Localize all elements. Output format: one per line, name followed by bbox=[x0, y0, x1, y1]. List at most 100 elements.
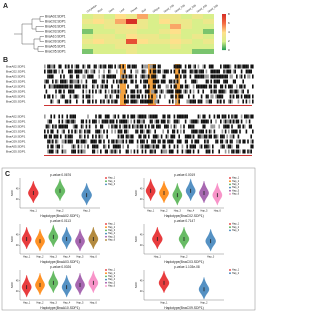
sequence-name: BnaC03.SDP1 bbox=[6, 129, 26, 133]
residue bbox=[152, 124, 155, 129]
residue bbox=[71, 84, 73, 89]
residue bbox=[47, 94, 49, 99]
residue bbox=[184, 84, 187, 89]
residue bbox=[53, 84, 56, 89]
x-tick-label: Hap_2 bbox=[180, 256, 188, 259]
residue bbox=[124, 69, 126, 74]
residue bbox=[224, 119, 227, 124]
residue bbox=[192, 64, 195, 69]
residue bbox=[152, 74, 155, 79]
residue bbox=[120, 139, 123, 144]
residue bbox=[200, 69, 203, 74]
residue bbox=[152, 139, 155, 144]
y-tick-label: 40 bbox=[140, 244, 143, 247]
residue bbox=[55, 69, 57, 74]
residue bbox=[165, 149, 168, 154]
residue bbox=[164, 94, 166, 99]
residue bbox=[135, 99, 137, 104]
y-tick-label: 40 bbox=[16, 290, 19, 293]
residue bbox=[215, 69, 217, 74]
residue bbox=[154, 119, 156, 124]
residue bbox=[56, 129, 59, 134]
residue bbox=[61, 69, 64, 74]
residue bbox=[234, 119, 236, 124]
legend-swatch bbox=[105, 269, 107, 271]
heat-cell bbox=[148, 39, 159, 44]
residue bbox=[213, 134, 216, 139]
residue bbox=[207, 134, 209, 139]
residue bbox=[74, 149, 76, 154]
residue bbox=[181, 84, 184, 89]
residue bbox=[77, 79, 80, 84]
residue bbox=[122, 69, 124, 74]
residue bbox=[127, 124, 129, 129]
residue bbox=[143, 134, 145, 139]
box bbox=[79, 239, 81, 244]
residue bbox=[72, 114, 75, 119]
residue bbox=[111, 124, 113, 129]
residue bbox=[152, 79, 155, 84]
heat-cell bbox=[82, 49, 93, 54]
residue bbox=[132, 99, 134, 104]
residue bbox=[236, 129, 238, 134]
residue bbox=[239, 84, 241, 89]
residue bbox=[162, 119, 164, 124]
heat-cell bbox=[148, 44, 159, 49]
residue bbox=[103, 79, 105, 84]
residue bbox=[180, 124, 182, 129]
heat-cell bbox=[192, 49, 203, 54]
residue bbox=[135, 69, 137, 74]
residue bbox=[159, 124, 161, 129]
box bbox=[176, 193, 178, 198]
residue bbox=[144, 64, 147, 69]
residue bbox=[218, 124, 220, 129]
residue bbox=[156, 69, 158, 74]
residue bbox=[168, 114, 171, 119]
residue bbox=[103, 84, 105, 89]
residue bbox=[181, 69, 184, 74]
residue bbox=[63, 149, 65, 154]
residue bbox=[140, 139, 142, 144]
residue bbox=[127, 64, 129, 69]
residue bbox=[248, 99, 251, 104]
x-tick-label: Hap_4 bbox=[63, 302, 71, 305]
legend-label: Hap_3 bbox=[108, 183, 116, 186]
residue bbox=[184, 89, 187, 94]
residue bbox=[208, 84, 211, 89]
residue bbox=[116, 79, 118, 84]
residue bbox=[117, 84, 120, 89]
p-value: p-value:0.0676 bbox=[50, 173, 71, 177]
residue bbox=[63, 129, 65, 134]
box bbox=[26, 237, 28, 241]
column-label: Leaf bbox=[119, 7, 126, 13]
residue bbox=[189, 134, 192, 139]
residue bbox=[248, 149, 251, 154]
residue bbox=[80, 124, 83, 129]
consensus bbox=[44, 105, 252, 106]
residue bbox=[200, 74, 203, 79]
heat-cell bbox=[115, 29, 126, 34]
residue bbox=[154, 99, 156, 104]
residue bbox=[84, 144, 86, 149]
residue bbox=[64, 124, 67, 129]
legend-gradient bbox=[222, 14, 226, 16]
residue bbox=[192, 119, 195, 124]
residue bbox=[84, 134, 86, 139]
residue bbox=[176, 89, 179, 94]
residue bbox=[191, 124, 193, 129]
sequence-name: BnaA02.SDP1 bbox=[6, 64, 26, 68]
residue bbox=[245, 119, 248, 124]
y-axis-label: SOC bbox=[134, 235, 138, 242]
residue bbox=[119, 129, 121, 134]
residue bbox=[207, 94, 209, 99]
residue bbox=[183, 129, 185, 134]
residue bbox=[207, 149, 209, 154]
residue bbox=[154, 84, 156, 89]
residue bbox=[52, 84, 54, 89]
residue bbox=[58, 69, 60, 74]
residue bbox=[71, 134, 73, 139]
residue bbox=[44, 134, 46, 139]
residue bbox=[154, 139, 156, 144]
x-tick-label: Hap_3 bbox=[50, 302, 58, 305]
residue bbox=[176, 74, 179, 79]
